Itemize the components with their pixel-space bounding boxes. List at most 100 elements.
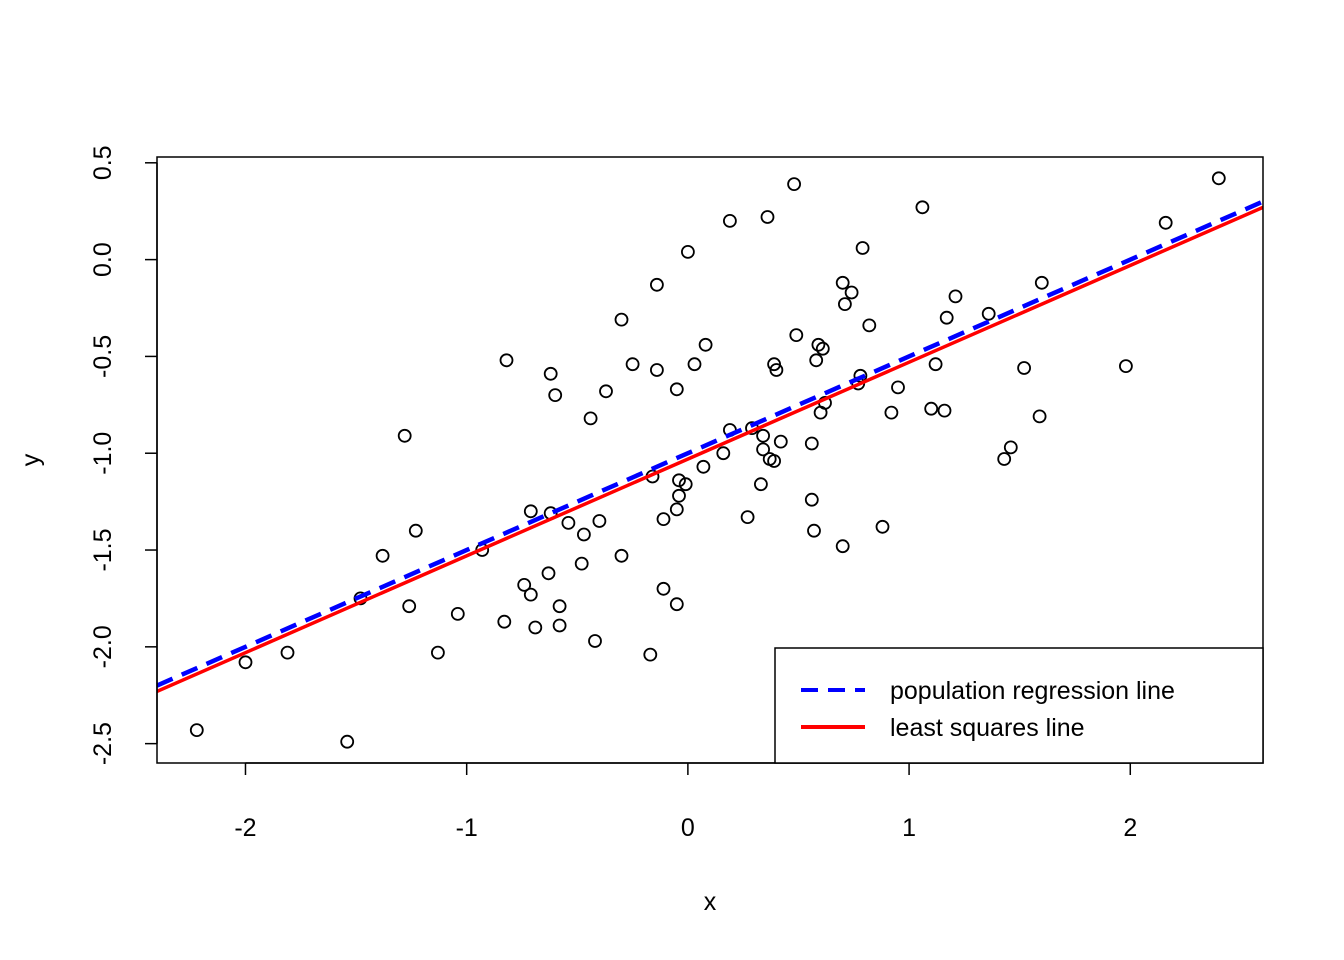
x-axis: -2 -1 0 1 2 [234, 762, 1137, 842]
y-axis: -2.5 -2.0 -1.5 -1.0 -0.5 0.0 0.5 [89, 145, 158, 765]
data-point [875, 519, 890, 534]
legend-label-least-squares: least squares line [890, 714, 1085, 742]
data-point [835, 539, 850, 554]
y-tick-label: -1.0 [89, 432, 117, 475]
data-point [773, 434, 788, 449]
data-point [1032, 409, 1047, 424]
data-point [523, 504, 538, 519]
data-point [809, 353, 824, 368]
data-point [838, 297, 852, 312]
data-point [1119, 359, 1133, 374]
data-point [340, 734, 355, 749]
data-point [1017, 361, 1031, 375]
data-point [767, 454, 781, 468]
data-point [815, 341, 830, 356]
data-point [804, 436, 819, 451]
y-tick-label: 0.0 [89, 242, 117, 277]
data-point [541, 566, 556, 581]
y-axis-title: y [17, 453, 45, 466]
data-point [517, 578, 532, 592]
data-point [862, 318, 877, 333]
data-point [672, 473, 686, 488]
data-point [1003, 440, 1018, 455]
data-point [614, 312, 629, 327]
data-point [499, 353, 514, 368]
data-point [552, 618, 567, 633]
data-point [543, 366, 558, 381]
data-point [844, 285, 859, 300]
data-point [189, 723, 204, 737]
data-point [397, 428, 412, 443]
x-tick-label: -1 [456, 814, 478, 842]
data-point [687, 357, 702, 372]
data-point [523, 587, 538, 602]
data-point [583, 411, 598, 426]
x-axis-title: x [704, 888, 717, 916]
data-point [696, 459, 711, 474]
data-point [928, 357, 943, 372]
data-point [740, 510, 755, 524]
data-point [280, 645, 295, 660]
data-point [915, 200, 930, 215]
data-point [981, 306, 996, 321]
data-point [855, 241, 870, 255]
data-point [924, 401, 939, 416]
data-point [656, 512, 671, 526]
data-point [450, 607, 465, 621]
data-point [669, 382, 684, 397]
data-point [650, 363, 664, 377]
data-point [408, 523, 423, 538]
y-tick-label: -0.5 [89, 335, 117, 378]
data-point [497, 614, 512, 629]
y-tick-label: 0.5 [89, 145, 117, 180]
data-point [588, 634, 602, 648]
data-point [787, 177, 801, 192]
data-point [678, 477, 693, 492]
data-point [402, 599, 417, 614]
data-point [939, 310, 954, 325]
legend-label-population: population regression line [890, 677, 1175, 705]
data-point [723, 213, 737, 228]
data-point [807, 523, 821, 538]
data-point [937, 403, 952, 418]
data-point [997, 452, 1012, 466]
data-point [884, 405, 899, 420]
y-tick-label: -2.0 [89, 625, 117, 668]
data-point [656, 581, 671, 596]
y-tick-label: -2.5 [89, 722, 117, 765]
x-tick-label: 2 [1123, 814, 1137, 842]
data-point [1211, 171, 1226, 186]
data-points [189, 171, 1226, 749]
data-point [756, 428, 770, 443]
x-tick-label: 1 [902, 814, 916, 842]
data-point [756, 442, 770, 457]
data-point [614, 548, 629, 563]
data-point [769, 363, 784, 377]
data-point [811, 337, 826, 352]
data-point [1158, 215, 1173, 230]
y-tick-label: -1.5 [89, 528, 117, 571]
data-point [681, 244, 695, 259]
data-point [716, 446, 731, 461]
data-point [754, 477, 768, 492]
regression-lines [157, 199, 1263, 693]
data-point [552, 599, 567, 614]
least-squares-line [157, 205, 1263, 693]
data-point [375, 548, 390, 563]
data-point [1034, 275, 1049, 290]
data-point [669, 597, 684, 612]
data-point [804, 492, 819, 507]
data-point [577, 527, 591, 542]
data-point [669, 502, 684, 517]
data-point [528, 620, 543, 635]
data-point [430, 645, 445, 660]
data-point [643, 647, 658, 662]
data-point [760, 210, 775, 224]
population-regression-line [157, 199, 1263, 688]
data-point [599, 384, 613, 399]
data-point [574, 556, 589, 571]
x-tick-label: 0 [681, 814, 695, 842]
data-point [789, 328, 804, 343]
data-point [592, 514, 607, 528]
